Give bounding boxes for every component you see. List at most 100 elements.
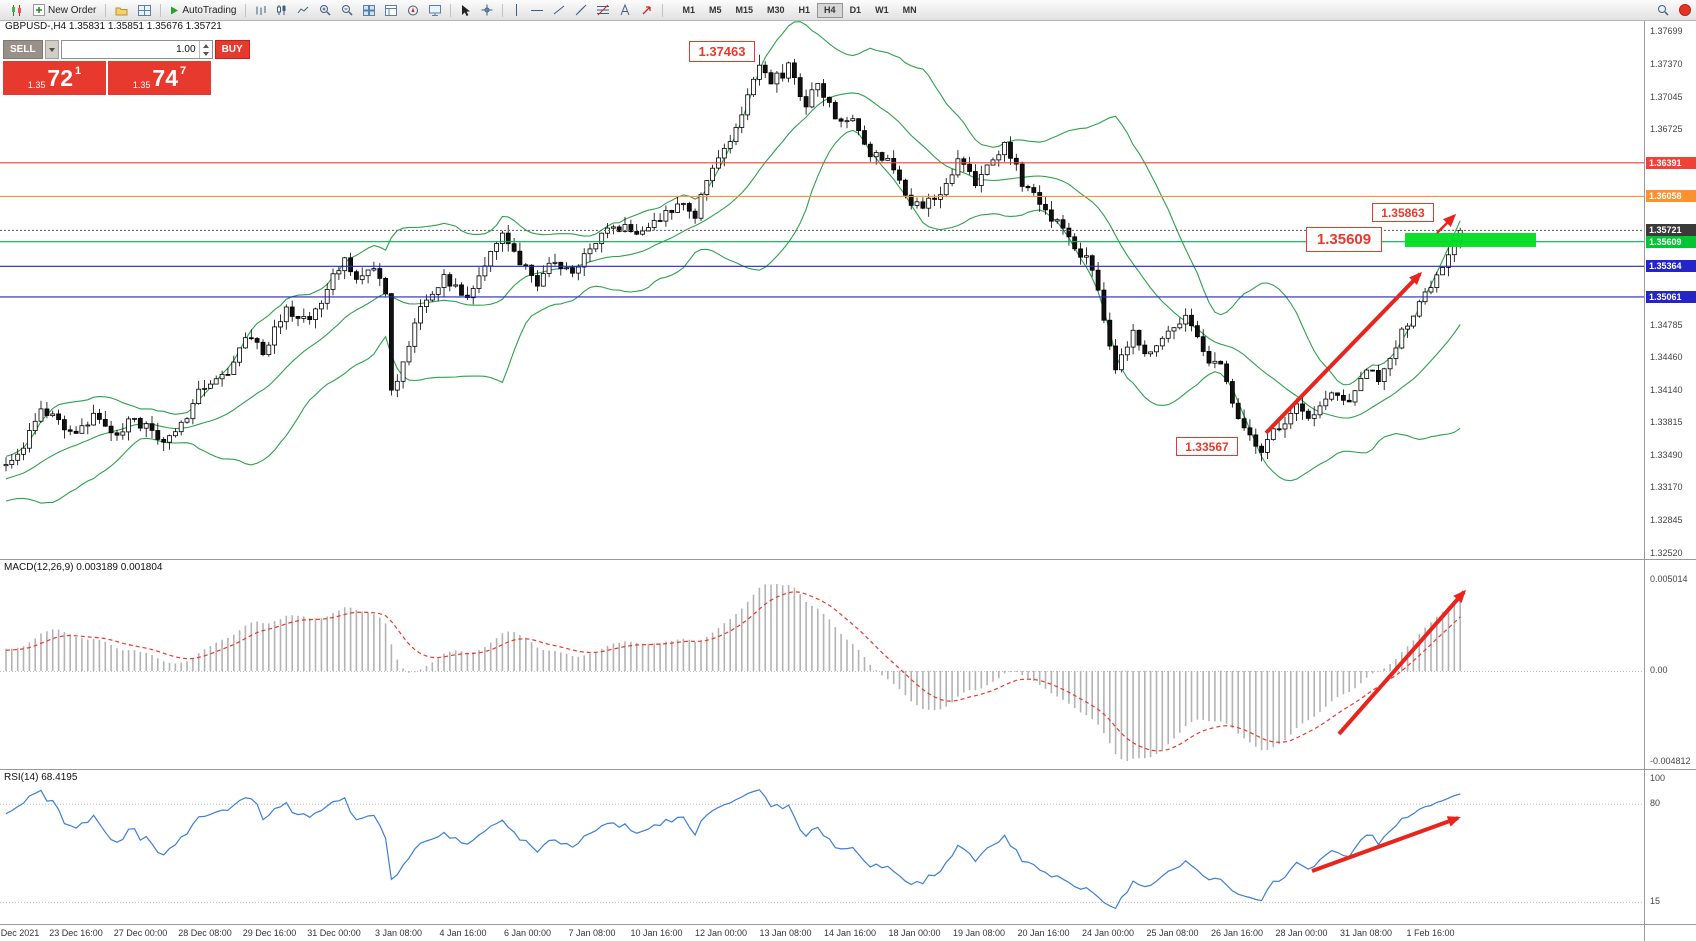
channel-icon	[576, 4, 587, 16]
fibonacci-icon	[597, 4, 610, 16]
price-axis-label: 1.34785	[1650, 320, 1683, 330]
buy-button[interactable]: BUY	[214, 40, 250, 59]
cursor-tool-button[interactable]	[456, 3, 475, 18]
time-axis-label: 12 Jan 00:00	[694, 928, 748, 938]
panel-separators	[0, 18, 1696, 941]
channel-tool-button[interactable]	[571, 3, 591, 18]
trendline-tool-button[interactable]	[549, 3, 569, 18]
autotrading-label: AutoTrading	[182, 4, 237, 16]
data-window-button[interactable]	[381, 3, 401, 18]
text-tool-button[interactable]	[615, 3, 635, 18]
search-button[interactable]	[1653, 3, 1673, 18]
arrow-marker-icon	[643, 6, 652, 15]
terminal-icon	[429, 4, 442, 16]
one-click-controls-row: SELL BUY	[3, 40, 250, 59]
zoom-in-button[interactable]	[315, 3, 335, 18]
window-grid-icon	[138, 4, 152, 16]
timeframe-toolbar: M1 M5 M15 M30 H1 H4 D1 W1 MN	[675, 2, 924, 18]
buy-price-prefix: 1.35	[132, 80, 151, 90]
new-order-icon	[33, 4, 45, 16]
horizontal-line-icon	[531, 9, 544, 11]
price-axis-label: 1.36725	[1650, 124, 1683, 134]
timeframe-d1-button[interactable]: D1	[843, 3, 869, 18]
toolbar-separator	[450, 3, 452, 17]
new-order-button[interactable]: New Order	[29, 3, 100, 18]
price-annotation[interactable]: 1.37463	[689, 41, 755, 62]
zoom-in-icon	[320, 5, 331, 16]
toolbar-separator	[105, 3, 107, 17]
navigator-button[interactable]	[403, 3, 423, 18]
horizontal-line-tool-button[interactable]	[527, 3, 547, 18]
timeframe-h1-button[interactable]: H1	[792, 3, 818, 18]
crosshair-tool-button[interactable]	[477, 3, 497, 18]
bollinger-bands	[5, 21, 1461, 504]
time-axis-label: 7 Jan 08:00	[568, 928, 616, 938]
timeframe-m30-button[interactable]: M30	[760, 3, 792, 18]
charts-grid-button[interactable]	[134, 3, 155, 18]
volume-input[interactable]	[61, 41, 199, 58]
sell-price-sup: 1	[75, 65, 82, 77]
notification-badge[interactable]	[1679, 4, 1691, 16]
price-axis-label: 1.33815	[1650, 417, 1683, 427]
chart-type-candles-button[interactable]	[272, 3, 291, 18]
buy-price-big: 74	[152, 65, 178, 91]
price-axis-label: 1.35061	[1646, 291, 1696, 303]
tile-windows-button[interactable]	[359, 3, 379, 18]
price-axis-label: 1.37699	[1650, 26, 1683, 36]
trend-arrows-and-highlight	[1264, 213, 1536, 873]
sell-button[interactable]: SELL	[3, 40, 43, 59]
macd-axis-label: 0.005014	[1650, 574, 1688, 584]
price-axis-label: 1.36058	[1646, 190, 1696, 202]
timeframe-m15-button[interactable]: M15	[729, 3, 761, 18]
cursor-icon	[462, 4, 471, 16]
profiles-button[interactable]	[111, 3, 132, 18]
zoom-out-icon	[342, 5, 353, 16]
bar-chart-icon	[256, 5, 266, 15]
volume-dropdown-button[interactable]	[44, 40, 59, 59]
candles-icon	[277, 5, 286, 15]
timeframe-m5-button[interactable]: M5	[702, 3, 729, 18]
terminal-button[interactable]	[425, 3, 445, 18]
fibonacci-tool-button[interactable]	[593, 3, 613, 18]
time-axis-label: 10 Jan 16:00	[630, 928, 683, 938]
timeframe-m1-button[interactable]: M1	[675, 3, 702, 18]
time-axis-label: 28 Dec 08:00	[178, 928, 232, 938]
time-axis-label: 31 Jan 08:00	[1339, 928, 1393, 938]
autotrading-button[interactable]: AutoTrading	[166, 3, 240, 18]
rsi-axis-label: 15	[1650, 896, 1661, 906]
time-axis-label: 18 Jan 00:00	[888, 928, 941, 938]
spinner-up-icon[interactable]	[200, 41, 212, 50]
chart-title-ohlc: GBPUSD-,H4 1.35831 1.35851 1.35676 1.357…	[5, 21, 222, 32]
time-axis-label: 20 Jan 16:00	[1017, 928, 1070, 938]
time-axis-label: 6 Jan 00:00	[503, 928, 552, 938]
rsi-plot	[0, 789, 1644, 910]
macd-indicator-label: MACD(12,26,9) 0.003189 0.001804	[4, 562, 163, 573]
arrow-tool-button[interactable]	[637, 3, 657, 18]
price-annotation[interactable]: 1.35863	[1372, 203, 1434, 222]
price-annotation[interactable]: 1.35609	[1306, 227, 1382, 252]
vertical-line-icon	[516, 4, 518, 16]
price-axis-label: 1.32520	[1650, 548, 1683, 558]
time-axis-label: 31 Dec 00:00	[307, 928, 361, 938]
one-click-prices-row: 1.35 72 1 1.35 74 7	[3, 61, 211, 95]
zoom-out-button[interactable]	[337, 3, 357, 18]
price-axis-label: 1.37045	[1650, 92, 1683, 102]
timeframe-h4-button[interactable]: H4	[817, 2, 843, 18]
timeframe-w1-button[interactable]: W1	[868, 3, 896, 18]
sell-price-display[interactable]: 1.35 72 1	[3, 61, 106, 95]
toolbar-separator	[662, 3, 664, 17]
sell-price-prefix: 1.35	[27, 80, 46, 90]
buy-price-display[interactable]: 1.35 74 7	[108, 61, 211, 95]
timeframe-mn-button[interactable]: MN	[896, 3, 924, 18]
toolbar-separator	[245, 3, 247, 17]
chart-type-line-button[interactable]	[293, 3, 313, 18]
chart-type-bars-button[interactable]	[251, 3, 270, 18]
new-chart-button[interactable]	[6, 3, 27, 18]
price-annotation[interactable]: 1.33567	[1176, 437, 1238, 456]
spinner-down-icon[interactable]	[200, 50, 212, 59]
vertical-line-tool-button[interactable]	[508, 3, 525, 18]
new-order-label: New Order	[48, 4, 97, 16]
price-axis-label: 1.37370	[1650, 59, 1683, 69]
